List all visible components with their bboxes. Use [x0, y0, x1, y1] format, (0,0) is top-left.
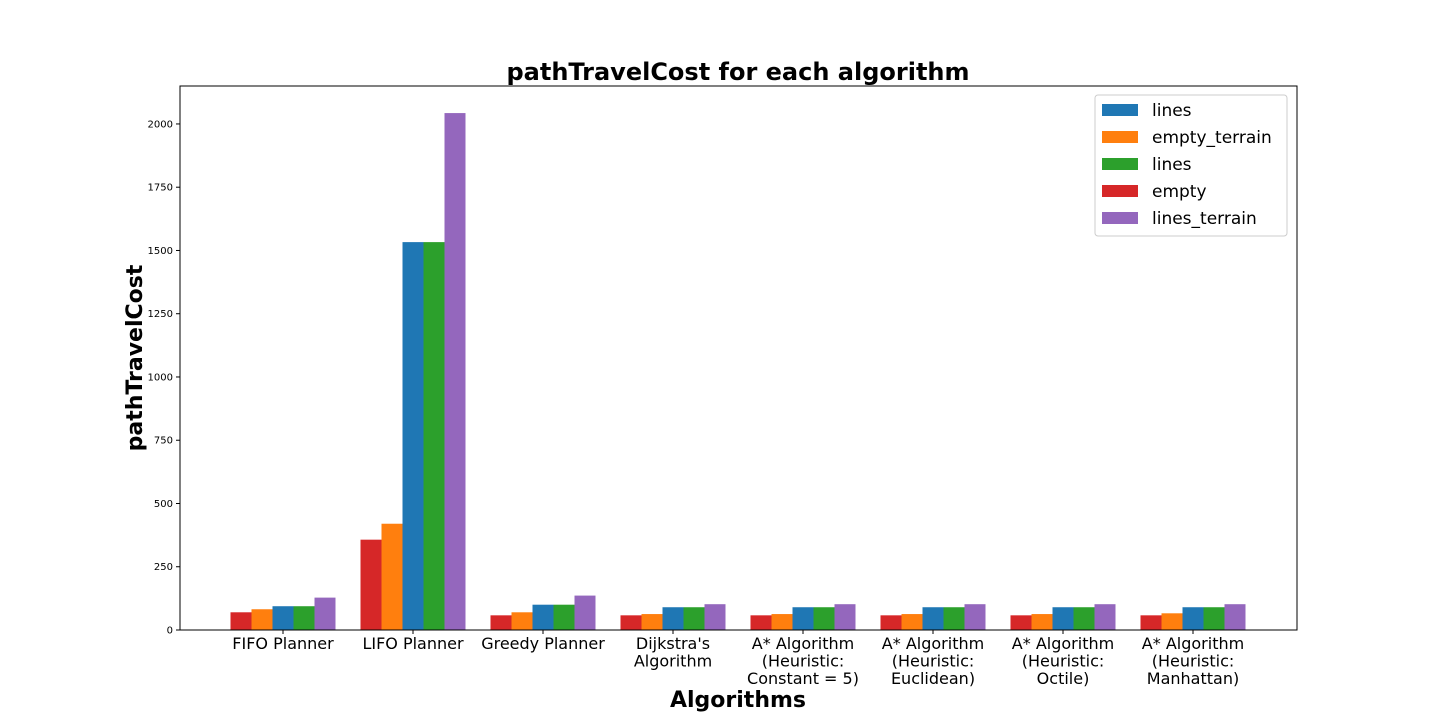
x-tick-label: A* Algorithm (Heuristic: Euclidean): [882, 634, 984, 688]
bar-empty: [750, 615, 772, 630]
y-axis-label: pathTravelCost: [123, 264, 148, 451]
bar-empty-terrain: [381, 523, 403, 630]
legend-swatch: [1102, 131, 1138, 143]
x-tick-label-line: (Heuristic:: [1022, 652, 1105, 671]
legend-box: [1094, 94, 1288, 237]
x-tick-label-line: A* Algorithm: [1142, 634, 1244, 653]
bar-empty-terrain: [1161, 613, 1183, 630]
y-axis: 0 250 500 750 1000 1250 1500 1750 2000: [148, 119, 180, 637]
bar-lines-terrain: [314, 597, 336, 630]
bar-lines: [423, 242, 445, 630]
legend-label: empty_terrain: [1152, 128, 1272, 148]
bar-lines-terrain: [1094, 604, 1116, 630]
y-tick-label: 1750: [148, 183, 173, 194]
bar-lines: [1182, 607, 1204, 630]
bar-empty-terrain: [901, 614, 923, 630]
x-tick-label: A* Algorithm (Heuristic: Constant = 5): [747, 634, 859, 688]
bar-lines-terrain: [834, 604, 856, 630]
bar-empty-terrain: [511, 612, 533, 630]
x-tick-label-line: Greedy Planner: [481, 634, 605, 653]
x-tick-label: Greedy Planner: [481, 634, 605, 653]
bar-empty: [230, 612, 252, 630]
x-tick-label: A* Algorithm (Heuristic: Manhattan): [1142, 634, 1244, 688]
x-tick-label-line: A* Algorithm: [882, 634, 984, 653]
x-tick-label-line: Octile): [1037, 669, 1090, 688]
bar-lines: [1052, 607, 1074, 630]
chart-title: pathTravelCost for each algorithm: [506, 58, 969, 86]
bar-lines-terrain: [444, 113, 466, 630]
bar-lines-terrain: [964, 604, 986, 630]
y-tick-label: 2000: [148, 119, 173, 130]
bar-lines: [402, 242, 424, 630]
bar-empty: [1140, 615, 1162, 630]
x-tick-label-line: Manhattan): [1147, 669, 1239, 688]
x-tick-label: Dijkstra's Algorithm: [634, 634, 712, 671]
y-tick-label: 500: [154, 499, 173, 510]
x-tick-label-line: (Heuristic:: [762, 652, 845, 671]
legend-swatch: [1102, 185, 1138, 197]
y-tick-label: 1000: [148, 372, 173, 383]
bar-empty: [360, 539, 382, 630]
legend-swatch: [1102, 212, 1138, 224]
bar-empty: [620, 615, 642, 630]
bar-lines: [1203, 607, 1225, 630]
y-tick-label: 0: [167, 626, 173, 637]
x-tick-label: FIFO Planner: [232, 634, 334, 653]
legend-label: lines: [1152, 101, 1192, 121]
x-tick-label-line: FIFO Planner: [232, 634, 334, 653]
legend-swatch: [1102, 158, 1138, 170]
bar-lines: [272, 606, 294, 630]
x-axis-label: Algorithms: [670, 688, 806, 713]
y-tick-label: 750: [154, 436, 173, 447]
bar-empty: [880, 615, 902, 630]
bar-lines: [792, 607, 814, 630]
bar-lines-terrain: [574, 595, 596, 630]
x-tick-label-line: A* Algorithm: [752, 634, 854, 653]
legend-swatch: [1102, 104, 1138, 116]
bar-lines: [683, 607, 705, 630]
legend-label: empty: [1152, 182, 1207, 202]
bar-empty-terrain: [771, 614, 793, 630]
bar-lines: [662, 607, 684, 630]
x-tick-label-line: Constant = 5): [747, 669, 859, 688]
bar-lines: [922, 607, 944, 630]
x-tick-label-line: (Heuristic:: [1152, 652, 1235, 671]
y-tick-label: 1250: [148, 309, 173, 320]
bar-empty-terrain: [641, 614, 663, 630]
bar-empty-terrain: [1031, 614, 1053, 630]
bar-empty-terrain: [251, 609, 273, 630]
plot-frame: [179, 85, 1298, 631]
legend-label: lines_terrain: [1152, 209, 1257, 229]
x-tick-label-line: Dijkstra's: [636, 634, 710, 653]
x-tick-label-line: A* Algorithm: [1012, 634, 1114, 653]
bar-lines: [293, 606, 315, 630]
y-tick-label: 250: [154, 562, 173, 573]
bar-lines: [943, 607, 965, 630]
bar-lines-terrain: [1224, 604, 1246, 630]
x-tick-label-line: (Heuristic:: [892, 652, 975, 671]
bar-empty: [490, 615, 512, 630]
bars: [230, 113, 1246, 630]
legend-label: lines: [1152, 155, 1192, 175]
x-axis: FIFO Planner LIFO Planner Greedy Planner Di…: [232, 630, 1244, 688]
legend: linesempty_terrainlinesemptylines_terrai…: [1094, 94, 1288, 237]
x-tick-label: LIFO Planner: [362, 634, 464, 653]
x-tick-label-line: LIFO Planner: [362, 634, 464, 653]
bar-lines: [813, 607, 835, 630]
bar-lines: [1073, 607, 1095, 630]
y-tick-label: 1500: [148, 246, 173, 257]
bar-empty: [1010, 615, 1032, 630]
x-tick-label-line: Algorithm: [634, 652, 712, 671]
bar-lines: [553, 604, 575, 630]
x-tick-label: A* Algorithm (Heuristic: Octile): [1012, 634, 1114, 688]
x-tick-label-line: Euclidean): [891, 669, 975, 688]
bar-lines-terrain: [704, 604, 726, 630]
bar-lines: [532, 604, 554, 630]
